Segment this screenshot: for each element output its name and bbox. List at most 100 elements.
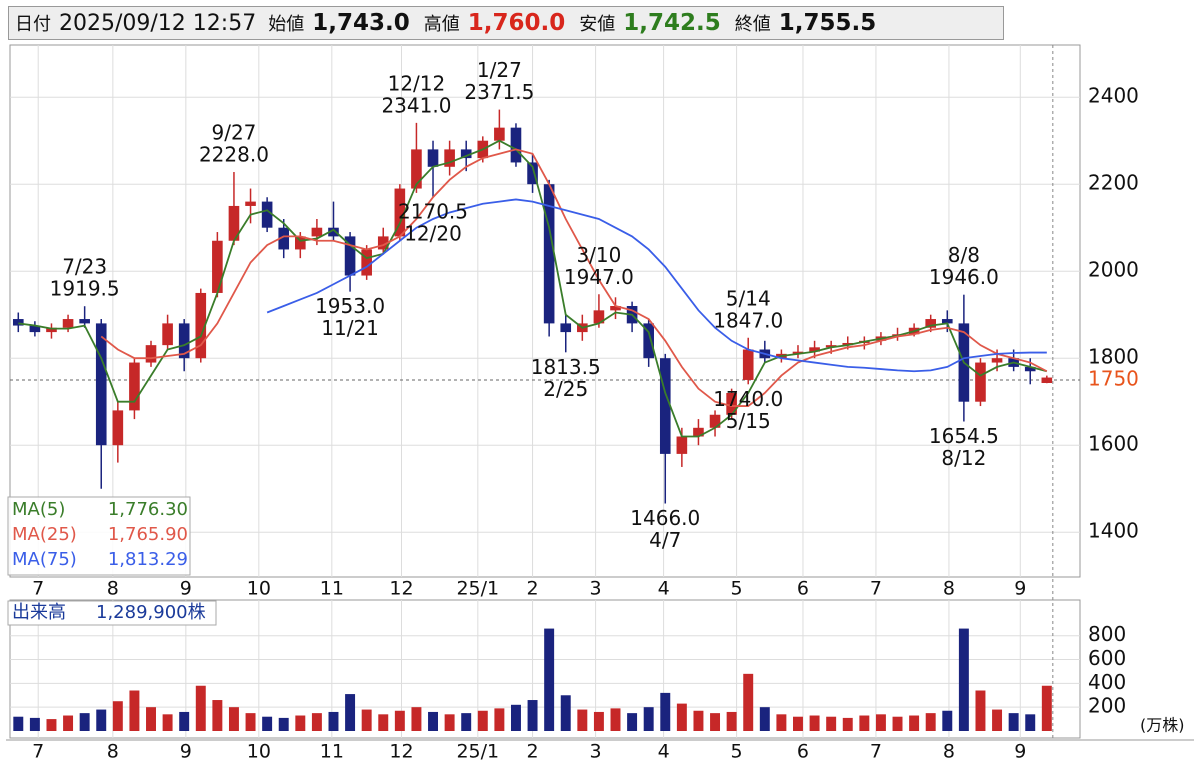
candle-body bbox=[46, 327, 57, 333]
x-tick-label: 2 bbox=[527, 578, 539, 600]
low-date: 2/25 bbox=[543, 377, 588, 401]
x-tick-label: 8 bbox=[107, 741, 119, 763]
volume-bar bbox=[63, 715, 74, 731]
volume-bar bbox=[693, 710, 704, 731]
volume-bar bbox=[793, 716, 803, 731]
volume-bar bbox=[759, 707, 770, 731]
y-tick-label: 2000 bbox=[1088, 258, 1139, 282]
field-value: 1,743.0 bbox=[312, 10, 410, 36]
high-value: 2371.5 bbox=[464, 80, 534, 104]
candle-body bbox=[643, 323, 654, 359]
volume-bar bbox=[560, 695, 571, 731]
x-tick-label: 9 bbox=[1014, 741, 1026, 763]
candle-body bbox=[29, 325, 41, 333]
legend-value: 1,813.29 bbox=[108, 549, 188, 570]
volume-bar bbox=[809, 715, 820, 731]
candle-body bbox=[676, 436, 688, 454]
x-tick-label: 4 bbox=[658, 741, 670, 763]
y-tick-label: 1800 bbox=[1088, 345, 1139, 369]
volume-bar bbox=[975, 690, 986, 731]
candle-body bbox=[593, 310, 605, 324]
ma-line bbox=[266, 198, 1047, 373]
volume-bar bbox=[29, 717, 40, 731]
x-tick-label: 12 bbox=[389, 741, 413, 763]
legend-box bbox=[7, 496, 191, 576]
volume-bar bbox=[909, 715, 920, 731]
candle-body bbox=[278, 227, 290, 250]
ma-line bbox=[18, 139, 1048, 438]
volume-bar bbox=[859, 715, 870, 731]
candle-body bbox=[709, 414, 721, 428]
volume-bar bbox=[444, 714, 455, 731]
y-tick-label: 2200 bbox=[1088, 171, 1139, 195]
volume-bar bbox=[942, 710, 953, 731]
x-tick-label: 4 bbox=[658, 578, 670, 600]
high-date: 7/23 bbox=[62, 255, 107, 279]
low-value: 1953.0 bbox=[315, 294, 385, 318]
volume-bar bbox=[875, 714, 886, 731]
volume-tick-label: 200 bbox=[1088, 694, 1126, 718]
volume-bar bbox=[527, 700, 538, 731]
candle-body bbox=[344, 236, 356, 276]
ma-line bbox=[100, 148, 1048, 407]
candle-body bbox=[361, 249, 372, 276]
candle-body bbox=[162, 323, 173, 346]
field-value: 1,742.5 bbox=[623, 10, 721, 36]
candle-body bbox=[543, 184, 555, 324]
low-value: 1740.0 bbox=[713, 387, 783, 411]
volume-bar bbox=[411, 707, 422, 731]
high-value: 1947.0 bbox=[564, 265, 634, 289]
volume-total: 1,289,900株 bbox=[96, 602, 206, 623]
high-date: 1/27 bbox=[477, 58, 522, 82]
low-value: 2170.5 bbox=[398, 200, 468, 224]
legend-name: MA(75) bbox=[12, 549, 77, 570]
volume-bar bbox=[461, 713, 472, 731]
volume-bar bbox=[162, 714, 173, 731]
field-value: 1,755.5 bbox=[778, 10, 877, 36]
volume-bar bbox=[394, 710, 405, 731]
candle-body bbox=[178, 323, 190, 359]
volume-bar bbox=[378, 714, 389, 731]
candle-body bbox=[809, 347, 820, 352]
volume-bar bbox=[96, 709, 107, 731]
candle-body bbox=[726, 392, 737, 415]
candle-body bbox=[975, 362, 986, 402]
volume-label-box bbox=[7, 600, 217, 626]
candle-body bbox=[411, 149, 422, 189]
field-name: 終値 bbox=[734, 14, 771, 35]
candle-body bbox=[12, 319, 24, 326]
low-value: 1654.5 bbox=[929, 424, 999, 448]
price-frame bbox=[9, 44, 1081, 578]
low-date: 12/20 bbox=[404, 222, 462, 246]
x-tick-label: 2 bbox=[527, 741, 539, 763]
candle-body bbox=[1041, 377, 1053, 383]
x-tick-label: 10 bbox=[247, 741, 271, 763]
volume-bar bbox=[295, 715, 306, 731]
candle-body bbox=[145, 345, 157, 363]
candle-body bbox=[510, 127, 522, 163]
volume-bar bbox=[46, 719, 57, 731]
candle-body bbox=[560, 323, 572, 333]
volume-tick-label: 600 bbox=[1088, 646, 1126, 670]
x-tick-label: 8 bbox=[943, 741, 955, 763]
x-tick-label: 5 bbox=[731, 741, 743, 763]
candle-body bbox=[311, 227, 323, 237]
low-value: 1813.5 bbox=[531, 355, 601, 379]
legend-value: 1,776.30 bbox=[108, 499, 188, 520]
volume-bar bbox=[593, 711, 604, 731]
legend-value: 1,765.90 bbox=[108, 524, 188, 545]
x-tick-label: 11 bbox=[320, 578, 344, 600]
volume-bar bbox=[1025, 714, 1036, 731]
volume-bar bbox=[726, 711, 737, 731]
candle-body bbox=[494, 127, 505, 141]
candle-body bbox=[394, 188, 406, 237]
volume-bar bbox=[627, 713, 638, 731]
x-tick-label: 9 bbox=[1014, 578, 1026, 600]
volume-bar bbox=[129, 690, 140, 731]
candle-body bbox=[79, 319, 90, 324]
volume-bar bbox=[212, 700, 223, 731]
candle-body bbox=[112, 410, 124, 446]
volume-bar bbox=[79, 713, 90, 731]
volume-bar bbox=[842, 717, 853, 731]
